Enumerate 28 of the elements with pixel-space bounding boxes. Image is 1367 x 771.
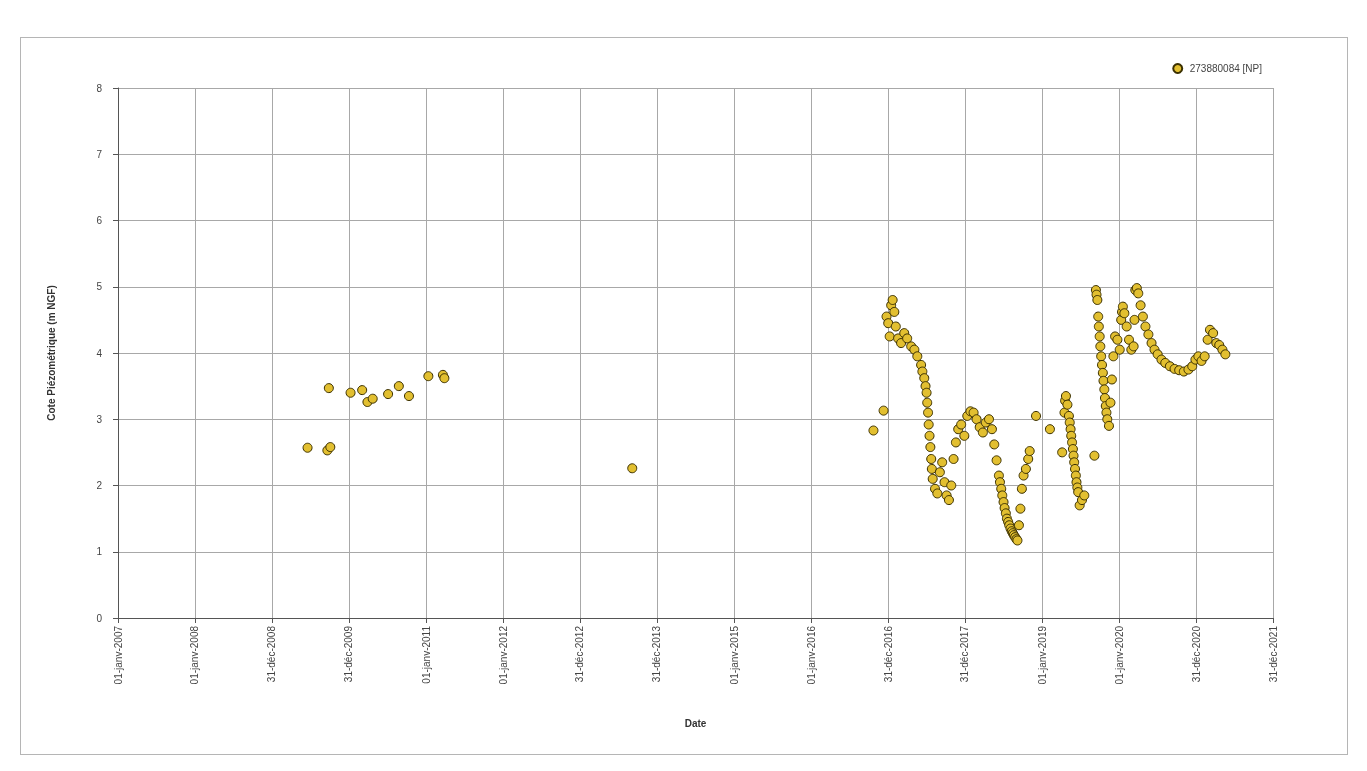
x-axis-title: Date (684, 717, 707, 729)
x-tick-label: 01-janv-2015 (728, 625, 740, 685)
x-tick-label: 01-janv-2012 (497, 625, 509, 685)
y-tick-label: 7 (96, 148, 103, 160)
x-tick-label: 31-déc-2020 (1190, 625, 1202, 683)
y-tick-label: 0 (96, 612, 103, 624)
x-tick-label: 01-janv-2007 (112, 625, 124, 685)
y-tick-label: 3 (96, 413, 103, 425)
y-tick-label: 6 (96, 215, 103, 226)
x-tick-label: 01-janv-2019 (1036, 625, 1048, 685)
y-tick-label: 8 (96, 82, 103, 94)
x-tick-label: 01-janv-2020 (1113, 625, 1125, 685)
legend-label: 273880084 [NP] (1189, 63, 1263, 74)
x-tick-label: 31-déc-2008 (266, 625, 278, 683)
x-tick-label: 01-janv-2016 (805, 625, 817, 685)
x-tick-label: 31-déc-2009 (343, 625, 355, 683)
x-tick-label: 31-déc-2013 (651, 625, 663, 683)
y-tick-label: 5 (96, 281, 103, 293)
y-tick-label: 1 (96, 546, 103, 558)
x-tick-label: 31-déc-2012 (574, 625, 586, 683)
x-tick-label: 31-déc-2017 (959, 625, 971, 683)
y-axis-title: Cote Piézométrique (m NGF) (45, 285, 57, 421)
x-tick-label: 01-janv-2011 (420, 625, 432, 684)
x-tick-label: 31-déc-2021 (1267, 625, 1279, 683)
x-tick-label: 01-janv-2008 (189, 625, 201, 685)
x-tick-label: 31-déc-2016 (882, 625, 894, 683)
y-tick-label: 4 (96, 347, 103, 359)
y-tick-label: 2 (96, 480, 103, 491)
